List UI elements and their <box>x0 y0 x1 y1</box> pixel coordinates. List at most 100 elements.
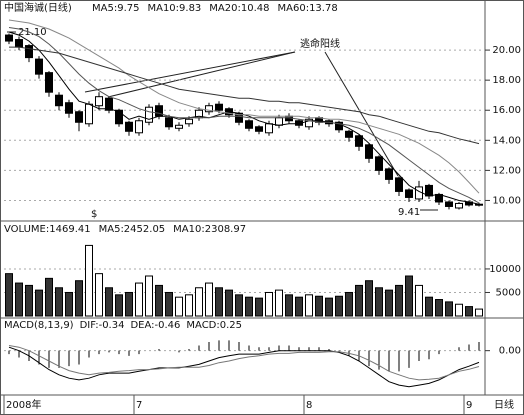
y-tick-label: 12.00 <box>492 165 521 176</box>
volume-bar <box>245 296 253 317</box>
legend-entry: DEA:-0.46 <box>130 320 180 331</box>
volume-bar <box>305 294 313 317</box>
volume-bar <box>55 287 63 317</box>
volume-bar <box>375 287 383 317</box>
y-tick-label: 10000 <box>489 264 521 275</box>
volume-bar <box>165 291 173 317</box>
volume-bar <box>225 289 233 317</box>
volume-bar <box>475 308 483 317</box>
y-tick-label: 18.00 <box>492 75 521 86</box>
y-tick-label: 20.00 <box>492 45 521 56</box>
volume-bar <box>85 244 93 317</box>
legend-entry: MA10:9.83 <box>147 3 201 14</box>
chart-title: MACD(8,13,9) <box>4 320 74 331</box>
y-tick-label: 5000 <box>496 287 521 298</box>
volume-bar <box>105 287 113 317</box>
volume-bar <box>65 291 73 317</box>
volume-bar <box>275 289 283 317</box>
candle-body <box>45 72 53 93</box>
x-tick-label: 2008年 <box>6 398 41 411</box>
chart-title: 中国海诚(日线) <box>4 1 72 14</box>
volume-bar <box>365 280 373 317</box>
volume-bar <box>415 284 423 317</box>
series-line <box>9 46 480 145</box>
candle-body <box>335 121 343 131</box>
annotation: 21.10 <box>18 27 47 38</box>
volume-bar <box>205 282 213 317</box>
volume-bar <box>25 284 33 317</box>
volume-bar <box>325 297 333 317</box>
series-line <box>8 346 480 388</box>
candle-body <box>375 156 383 171</box>
annotation: 9.41 <box>398 207 420 218</box>
x-tick-label: 8 <box>306 400 312 411</box>
volume-bar <box>155 284 163 317</box>
volume-bar <box>465 306 473 317</box>
volume-bar <box>255 297 263 317</box>
volume-bar <box>425 296 433 317</box>
candle-body <box>385 168 393 180</box>
candle-body <box>115 109 123 125</box>
arrow <box>324 51 399 177</box>
candle-body <box>265 123 273 134</box>
legend-entry: MA10:2308.97 <box>173 224 246 235</box>
y-tick-label: 0.00 <box>499 346 521 357</box>
chart-title: VOLUME:1469.41 <box>4 224 91 235</box>
volume-bar <box>115 294 123 317</box>
candle-body <box>405 189 413 198</box>
candle-body <box>95 96 103 107</box>
candle-body <box>15 39 23 48</box>
x-tick-label: 9 <box>466 400 472 411</box>
volume-bar <box>15 282 23 317</box>
legend-entry: MA20:10.48 <box>209 3 269 14</box>
annotation: 逃命阳线 <box>300 37 340 50</box>
volume-bar <box>215 287 223 317</box>
series-line <box>8 345 480 381</box>
candle-body <box>25 45 33 59</box>
volume-bar <box>145 275 153 317</box>
candle-body <box>245 120 253 129</box>
volume-bar <box>345 291 353 317</box>
series-line <box>8 19 480 194</box>
volume-bar <box>135 282 143 317</box>
volume-bar <box>45 277 53 317</box>
candle-body <box>145 106 153 123</box>
candle-body <box>345 130 353 138</box>
arrow <box>107 51 296 98</box>
volume-bar <box>335 295 343 317</box>
candle-body <box>35 58 43 75</box>
volume-bar <box>185 294 193 317</box>
volume-bar <box>395 284 403 317</box>
volume-bar <box>125 291 133 317</box>
legend-entry: MACD:0.25 <box>186 320 242 331</box>
legend-entry: MA60:13.78 <box>278 3 338 14</box>
y-tick-label: 10.00 <box>492 195 521 206</box>
volume-bar <box>265 291 273 317</box>
volume-bar <box>75 280 83 317</box>
candle-body <box>165 117 173 128</box>
candle-body <box>175 124 183 129</box>
volume-bar <box>355 284 363 317</box>
volume-bar <box>235 294 243 317</box>
volume-bar <box>175 296 183 317</box>
y-tick-label: 14.00 <box>492 135 521 146</box>
candle-body <box>5 34 13 42</box>
candle-body <box>365 144 373 159</box>
volume-bar <box>295 296 303 317</box>
volume-bar <box>35 289 43 317</box>
candle-body <box>275 117 283 126</box>
legend-entry: DIF:-0.34 <box>80 320 125 331</box>
candle-body <box>135 120 143 134</box>
annotation: $ <box>91 209 97 220</box>
volume-bar <box>405 275 413 317</box>
candle-body <box>105 97 113 111</box>
candle-body <box>85 103 93 125</box>
candle-body <box>185 118 193 125</box>
series-line <box>8 27 480 204</box>
candle-body <box>155 105 163 117</box>
volume-bar <box>315 295 323 317</box>
candle-body <box>125 121 133 132</box>
candle-body <box>255 126 263 132</box>
